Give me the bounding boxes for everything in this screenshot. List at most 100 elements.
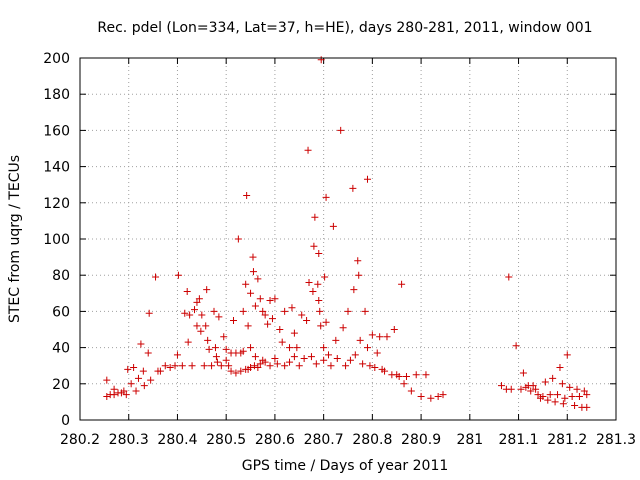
data-point bbox=[222, 356, 230, 364]
data-point bbox=[307, 353, 315, 361]
data-point bbox=[191, 306, 199, 314]
data-point bbox=[551, 398, 559, 406]
data-point bbox=[583, 403, 591, 411]
data-point bbox=[316, 307, 324, 315]
data-point bbox=[229, 316, 237, 324]
data-point bbox=[361, 307, 369, 315]
data-point bbox=[417, 392, 425, 400]
data-point bbox=[346, 356, 354, 364]
x-tick-label: 280.8 bbox=[352, 432, 392, 448]
data-point bbox=[198, 311, 206, 319]
data-point bbox=[339, 324, 347, 332]
x-tick-label: 280.4 bbox=[157, 432, 197, 448]
y-axis-title: STEC from uqrg / TECUs bbox=[7, 155, 23, 323]
data-point bbox=[286, 358, 294, 366]
data-point bbox=[256, 360, 264, 368]
data-point bbox=[309, 287, 317, 295]
data-point bbox=[371, 364, 379, 372]
data-point bbox=[337, 126, 345, 134]
data-point bbox=[355, 271, 363, 279]
data-point bbox=[222, 345, 230, 353]
y-tick-label: 160 bbox=[43, 123, 70, 139]
data-point bbox=[247, 289, 255, 297]
data-point bbox=[320, 356, 328, 364]
data-point bbox=[559, 400, 567, 408]
data-point bbox=[317, 56, 325, 64]
y-tick-label: 20 bbox=[52, 377, 70, 393]
y-tick-label: 0 bbox=[61, 413, 70, 429]
x-tick-label: 281 bbox=[456, 432, 483, 448]
data-point bbox=[349, 184, 357, 192]
y-tick-label: 100 bbox=[43, 232, 70, 248]
data-point bbox=[329, 222, 337, 230]
data-point bbox=[243, 192, 251, 200]
data-point bbox=[293, 344, 301, 352]
data-point bbox=[407, 387, 415, 395]
data-point bbox=[205, 345, 213, 353]
data-point bbox=[381, 367, 389, 375]
data-point bbox=[103, 392, 111, 400]
data-point bbox=[322, 318, 330, 326]
data-point bbox=[166, 364, 174, 372]
data-point bbox=[327, 362, 335, 370]
data-point bbox=[273, 360, 281, 368]
data-point bbox=[147, 376, 155, 384]
data-points bbox=[103, 56, 591, 411]
data-point bbox=[398, 280, 406, 288]
data-point bbox=[332, 336, 340, 344]
data-point bbox=[145, 309, 153, 317]
data-point bbox=[213, 358, 221, 366]
data-point bbox=[217, 362, 225, 370]
data-point bbox=[211, 344, 219, 352]
data-point bbox=[315, 297, 323, 305]
data-point bbox=[333, 354, 341, 362]
x-axis-title: GPS time / Days of year 2011 bbox=[242, 458, 449, 474]
data-point bbox=[342, 362, 350, 370]
data-point bbox=[363, 344, 371, 352]
data-point bbox=[303, 316, 311, 324]
data-point bbox=[350, 286, 358, 294]
data-point bbox=[583, 391, 591, 399]
data-point bbox=[288, 304, 296, 312]
data-point bbox=[184, 338, 192, 346]
data-point bbox=[261, 358, 269, 366]
data-point bbox=[173, 351, 181, 359]
data-point bbox=[195, 295, 203, 303]
data-point bbox=[566, 383, 574, 391]
data-point bbox=[281, 307, 289, 315]
data-point bbox=[507, 385, 515, 393]
data-point bbox=[311, 213, 319, 221]
data-point bbox=[563, 351, 571, 359]
data-point bbox=[325, 351, 333, 359]
data-point bbox=[286, 344, 294, 352]
data-point bbox=[497, 382, 505, 390]
data-point bbox=[215, 313, 223, 321]
data-point bbox=[439, 391, 447, 399]
data-point bbox=[571, 402, 579, 410]
data-point bbox=[561, 394, 569, 402]
y-tick-label: 80 bbox=[52, 268, 70, 284]
data-point bbox=[573, 385, 581, 393]
data-point bbox=[575, 392, 583, 400]
data-point bbox=[247, 364, 255, 372]
data-point bbox=[254, 364, 262, 372]
data-point bbox=[254, 275, 262, 283]
data-point bbox=[317, 322, 325, 330]
data-point bbox=[529, 382, 537, 390]
data-point bbox=[227, 367, 235, 375]
data-point bbox=[354, 257, 362, 265]
data-point bbox=[320, 344, 328, 352]
data-point bbox=[290, 353, 298, 361]
data-point bbox=[122, 391, 130, 399]
data-point bbox=[304, 146, 312, 154]
data-point bbox=[193, 298, 201, 306]
data-point bbox=[247, 344, 255, 352]
y-tick-labels: 0 20 40 60 80 100 120 140 160 180 200 bbox=[43, 51, 70, 429]
data-point bbox=[268, 315, 276, 323]
data-point bbox=[239, 307, 247, 315]
data-point bbox=[266, 297, 274, 305]
data-point bbox=[156, 367, 164, 375]
data-point bbox=[120, 387, 128, 395]
y-tick-label: 140 bbox=[43, 160, 70, 176]
